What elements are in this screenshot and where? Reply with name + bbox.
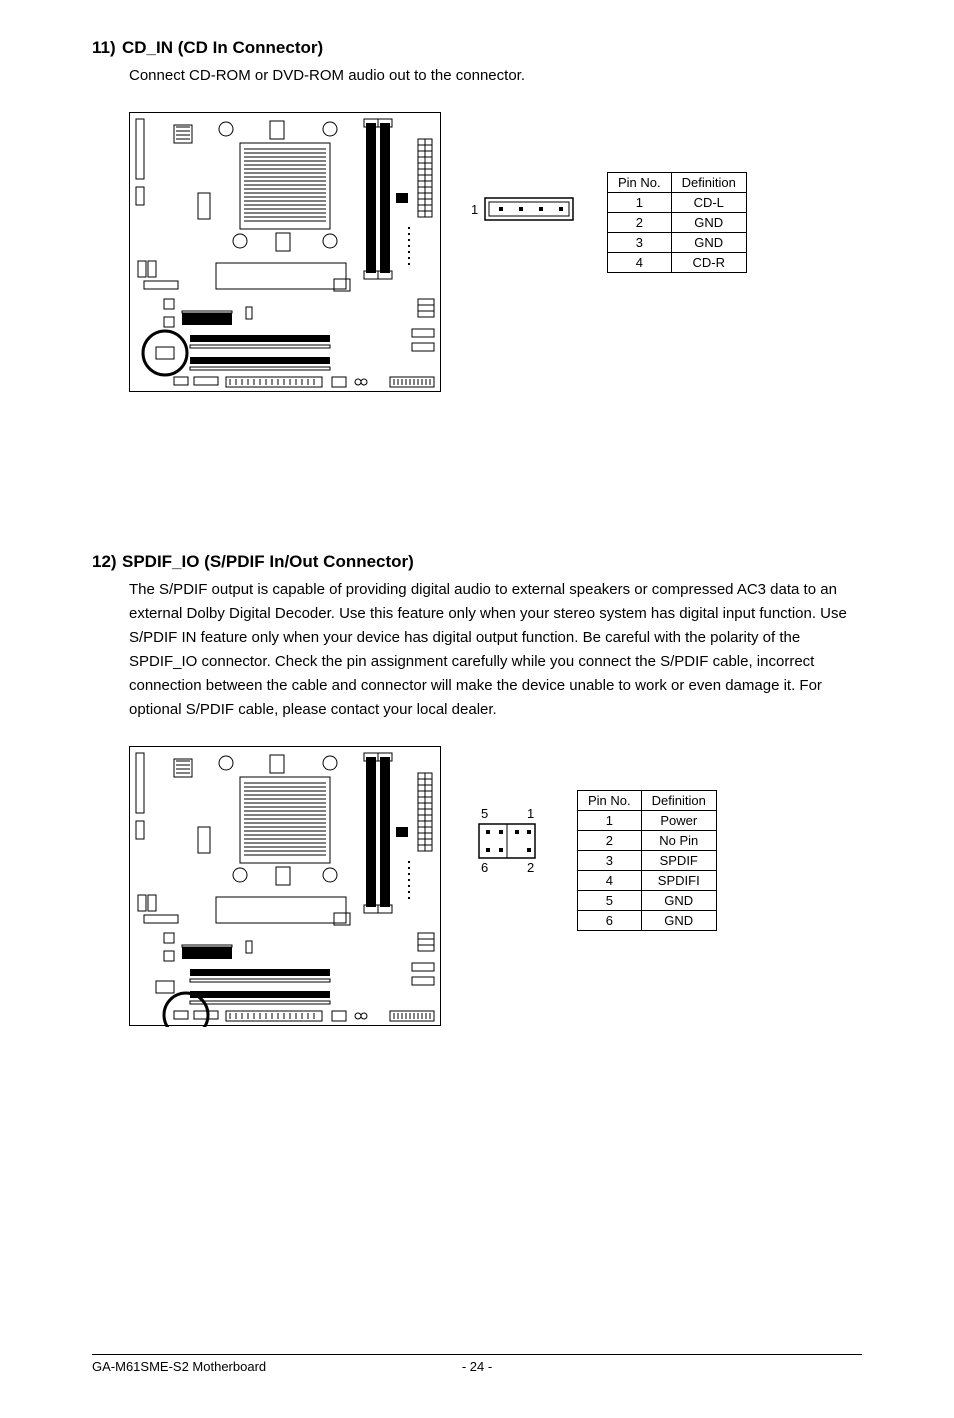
- spdif-label-2: 2: [527, 860, 534, 875]
- section-11: 11)CD_IN (CD In Connector) Connect CD-RO…: [92, 38, 862, 392]
- section-12-heading: 12)SPDIF_IO (S/PDIF In/Out Connector): [92, 552, 862, 572]
- table-row: 1Power: [578, 811, 717, 831]
- section-11-heading: 11)CD_IN (CD In Connector): [92, 38, 862, 58]
- spdif-label-5: 5: [481, 806, 488, 821]
- spdif-pin-table: Pin No. Definition 1Power 2No Pin 3SPDIF…: [577, 790, 717, 931]
- table-header-row: Pin No. Definition: [608, 173, 747, 193]
- cdin-pin1-label: 1: [471, 202, 478, 217]
- section-12-desc: The S/PDIF output is capable of providin…: [129, 578, 862, 722]
- motherboard-diagram-1: [129, 112, 441, 392]
- table-row: 2GND: [608, 213, 747, 233]
- mobo-svg-1: [130, 113, 442, 393]
- motherboard-diagram-2: [129, 746, 441, 1026]
- spdif-pin-table-wrap: Pin No. Definition 1Power 2No Pin 3SPDIF…: [577, 790, 717, 931]
- spdif-label-6: 6: [481, 860, 488, 875]
- section-11-figure-row: 1 Pin No. Definition 1CD-L 2GND 3GND 4CD…: [129, 112, 862, 392]
- table-header-row: Pin No. Definition: [578, 791, 717, 811]
- table-row: 3GND: [608, 233, 747, 253]
- th-def: Definition: [671, 173, 746, 193]
- section-12: 12)SPDIF_IO (S/PDIF In/Out Connector) Th…: [92, 552, 862, 1026]
- cdin-pin-table-wrap: Pin No. Definition 1CD-L 2GND 3GND 4CD-R: [607, 172, 747, 273]
- th-pinno: Pin No.: [608, 173, 672, 193]
- table-row: 4CD-R: [608, 253, 747, 273]
- table-row: 5GND: [578, 891, 717, 911]
- section-12-number: 12): [92, 552, 122, 572]
- cdin-connector-drawing: 1: [469, 190, 579, 230]
- section-12-title: SPDIF_IO (S/PDIF In/Out Connector): [122, 552, 414, 571]
- spdif-connector-drawing: 5 1 6 2: [469, 806, 549, 878]
- section-11-number: 11): [92, 38, 122, 58]
- section-11-title: CD_IN (CD In Connector): [122, 38, 323, 57]
- table-row: 1CD-L: [608, 193, 747, 213]
- table-row: 4SPDIFI: [578, 871, 717, 891]
- table-row: 2No Pin: [578, 831, 717, 851]
- spdif-label-1: 1: [527, 806, 534, 821]
- table-row: 3SPDIF: [578, 851, 717, 871]
- th-pinno: Pin No.: [578, 791, 642, 811]
- page-footer: GA-M61SME-S2 Motherboard - 24 -: [92, 1354, 862, 1374]
- mobo-svg-2: [130, 747, 442, 1027]
- cdin-pin-table: Pin No. Definition 1CD-L 2GND 3GND 4CD-R: [607, 172, 747, 273]
- section-12-figure-row: 5 1 6 2 Pin No. De: [129, 746, 862, 1026]
- section-11-desc: Connect CD-ROM or DVD-ROM audio out to t…: [129, 64, 862, 88]
- th-def: Definition: [641, 791, 716, 811]
- footer-page-number: - 24 -: [462, 1359, 492, 1374]
- table-row: 6GND: [578, 911, 717, 931]
